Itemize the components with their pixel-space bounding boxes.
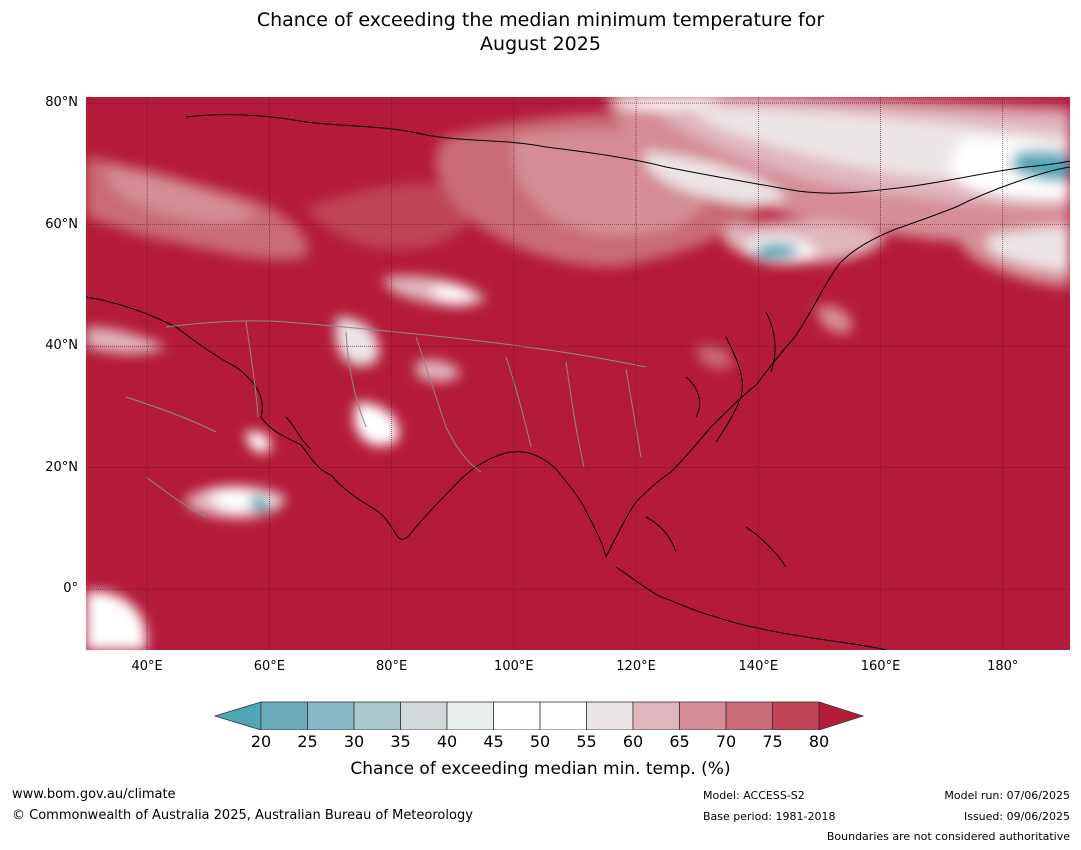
longitude-label: 140°E [738,659,779,674]
forecast-map [86,97,1070,650]
colorbar-segment [772,701,820,731]
map-title-line-2: August 2025 [480,33,601,55]
colorbar-segment [446,701,494,731]
longitude-label: 120°E [616,659,656,674]
footer-boundaries-note: Boundaries are not considered authoritat… [826,830,1070,843]
footer-model-run: Model run: 07/06/2025 [944,789,1070,802]
colorbar-label: Chance of exceeding median min. temp. (%… [350,759,731,779]
longitude-label: 40°E [131,659,163,674]
map-title: Chance of exceeding the median minimum t… [0,8,1081,56]
colorbar-canvas [213,701,865,731]
colorbar-tick-label: 25 [297,732,318,751]
colorbar-tick-label: 80 [808,732,830,751]
colorbar-segment [260,701,308,731]
latitude-label: 20°N [45,459,78,475]
colorbar-segment [539,701,587,731]
colorbar-segment [632,701,680,731]
probability-shading [86,97,1070,650]
longitude-label: 80°E [375,659,408,674]
graticule [86,97,1070,650]
footer-model: Model: ACCESS-S2 [703,789,805,802]
colorbar-under-triangle [213,701,262,731]
colorbar-segment [400,701,448,731]
colorbar-segment [679,701,727,731]
colorbar-segment [353,701,401,731]
latitude-label: 0° [63,581,78,597]
colorbar-tick-label: 55 [576,732,597,751]
longitude-label: 60°E [253,659,285,674]
colorbar-tick-label: 50 [529,732,551,751]
colorbar-segment [493,701,541,731]
colorbar-tick-label: 65 [669,732,690,751]
colorbar-over-triangle [818,701,865,731]
footer-base-period: Base period: 1981-2018 [703,810,836,823]
colorbar [213,700,866,734]
colorbar-segment [586,701,634,731]
country-borders [125,320,647,518]
footer-website: www.bom.gov.au/climate [12,787,176,802]
colorbar-tick-label: 20 [250,732,272,751]
colorbar-tick-label: 45 [483,732,504,751]
latitude-label: 60°N [45,216,78,232]
colorbar-tick-label: 30 [343,732,365,751]
latitude-label: 40°N [45,338,78,354]
map-title-line-1: Chance of exceeding the median minimum t… [256,9,825,31]
longitude-label: 180° [987,659,1019,674]
colorbar-tick-label: 35 [390,732,411,751]
latitude-label: 80°N [45,95,78,111]
colorbar-tick-label: 70 [715,732,737,751]
footer-copyright: © Commonwealth of Australia 2025, Austra… [12,808,473,823]
colorbar-segment [725,701,773,731]
longitude-label: 160°E [860,659,901,674]
footer-issued: Issued: 09/06/2025 [963,810,1070,823]
forecast-map-canvas [86,97,1070,650]
colorbar-segment [307,701,355,731]
colorbar-tick-label: 60 [622,732,644,751]
longitude-label: 100°E [494,659,534,674]
colorbar-tick-label: 75 [762,732,783,751]
coastlines [86,114,1070,650]
colorbar-tick-label: 40 [436,732,458,751]
